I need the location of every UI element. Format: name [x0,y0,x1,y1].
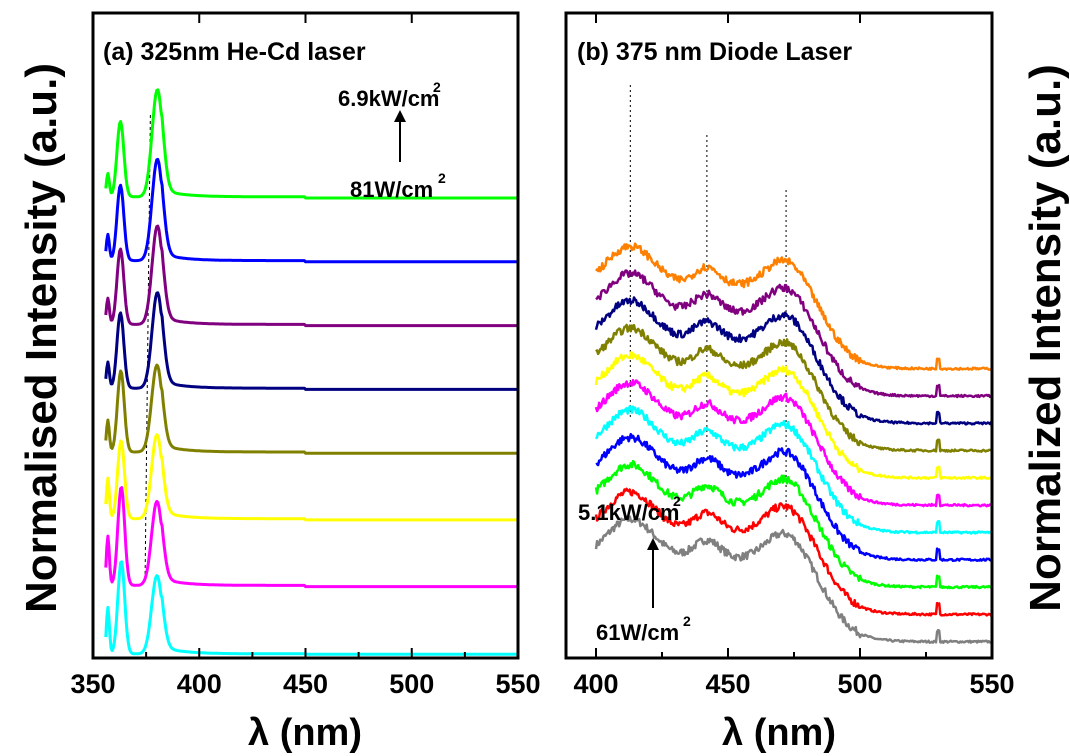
x-tick-label-b: 550 [969,669,1014,699]
spectrum-series-b-8 [595,323,993,453]
arrow-head-b [647,538,659,550]
x-axis-title-a: λ (nm) [248,712,362,754]
y-axis-title-right: Normalized Intensity (a.u.) [1021,64,1070,612]
arrow-head-a [394,110,406,122]
annotation-bottom-a-sup: 2 [438,170,446,186]
spectrum-series-b-4 [595,432,993,563]
spectrum-series-b-3 [594,459,993,590]
spectrum-series-b-1 [594,515,994,644]
spectrum-series-2 [104,486,519,589]
spectrum-series-3 [104,433,519,522]
x-tick-label-a: 400 [177,669,222,699]
panel-b: 400 450 500 550 λ (nm) (b) 375 nm Diode Laser… [564,11,1015,754]
spectrum-series-b-10 [595,269,993,399]
spectrum-series-b-11 [595,242,993,371]
plot-frame-b [564,11,994,660]
spectrum-series-6 [104,224,519,328]
x-axis-title-b: λ (nm) [722,712,836,754]
x-tick-label-b: 400 [573,669,618,699]
x-tick-label-b: 500 [837,669,882,699]
x-tick-label-b: 450 [705,669,750,699]
spectrum-series-8 [104,88,519,200]
spectrum-series-b-6 [594,378,993,508]
plot-frame-a [91,11,520,660]
panel-a: 350 400 450 500 550 λ (nm) (a) 325nm He-Cd las… [70,11,541,754]
annotation-top-a-sup: 2 [433,79,441,95]
annotation-bottom-b: 61W/cm [596,620,679,645]
annotation-top-b: 5.1kW/cm [578,500,680,525]
annotation-bottom-b-sup: 2 [683,613,691,629]
spectrum-series-b-7 [594,351,993,481]
annotation-top-b-sup: 2 [673,493,681,509]
spectrum-series-b-5 [594,405,993,535]
panel-title-b: (b) 375 nm Diode Laser [577,38,852,66]
annotation-bottom-a: 81W/cm [350,177,433,202]
annotation-top-a: 6.9kW/cm [338,86,440,111]
y-axis-title-left: Normalised Intensity (a.u.) [17,63,66,613]
panel-title-a: (a) 325nm He-Cd laser [103,38,366,66]
x-tick-label-a: 450 [283,669,328,699]
spectrum-series-7 [104,157,519,264]
spectrum-series-b-9 [594,296,994,426]
spectrum-series-4 [104,363,519,455]
spectrum-series-1 [104,560,519,656]
spectrum-series-5 [104,291,519,391]
spectrum-series-b-2 [594,487,993,617]
x-tick-label-a: 350 [70,669,115,699]
x-tick-label-a: 500 [389,669,434,699]
x-tick-label-a: 550 [495,669,540,699]
